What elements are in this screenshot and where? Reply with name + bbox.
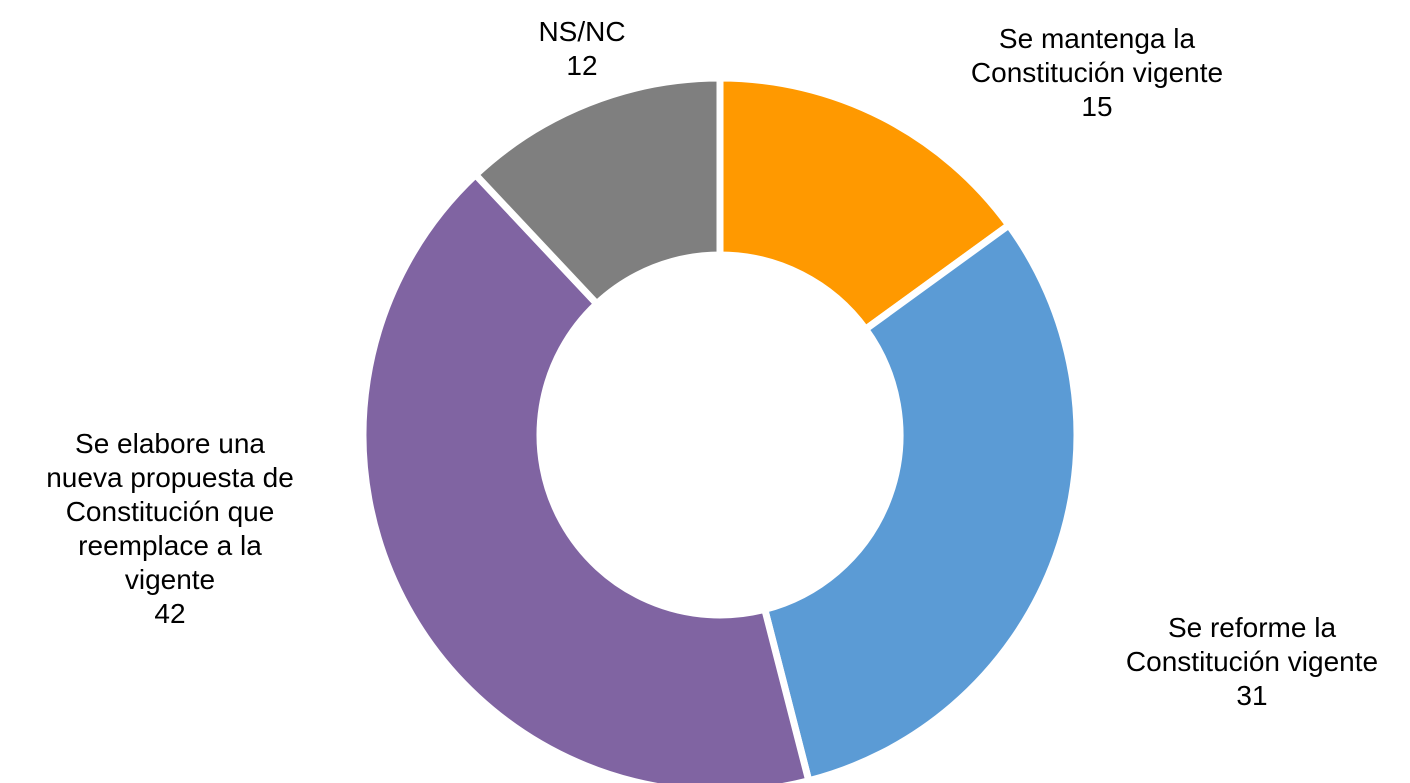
slice-label-line: Se elabore una [75, 428, 265, 459]
slice-label-line: Constitución vigente [971, 57, 1223, 88]
slice-value: 15 [1081, 91, 1112, 122]
slice-label-1: Se mantenga la Constitución vigente 15 [971, 23, 1223, 122]
donut-slice-2 [760, 220, 1081, 783]
donut-slice-4 [470, 74, 724, 309]
slice-label-line: Se mantenga la [999, 23, 1196, 54]
slice-value: 12 [566, 50, 597, 81]
donut-slices [359, 74, 1081, 783]
slice-label-line: vigente [125, 564, 215, 595]
donut-slice-1 [716, 74, 1014, 335]
slice-label-line: nueva propuesta de [46, 462, 294, 493]
slice-value: 31 [1236, 680, 1267, 711]
slice-label-4: NS/NC 12 [538, 16, 625, 81]
slice-label-line: NS/NC [538, 16, 625, 47]
donut-slice-3 [359, 169, 813, 783]
slice-label-line: Constitución vigente [1126, 646, 1378, 677]
slice-label-2: Se reforme la Constitución vigente 31 [1126, 612, 1378, 711]
slice-label-3: Se elabore una nueva propuesta de Constitu… [46, 428, 294, 629]
slice-value: 42 [154, 598, 185, 629]
slice-label-line: Se reforme la [1168, 612, 1336, 643]
slice-label-line: reemplace a la [78, 530, 262, 561]
slice-label-line: Constitución que [66, 496, 275, 527]
